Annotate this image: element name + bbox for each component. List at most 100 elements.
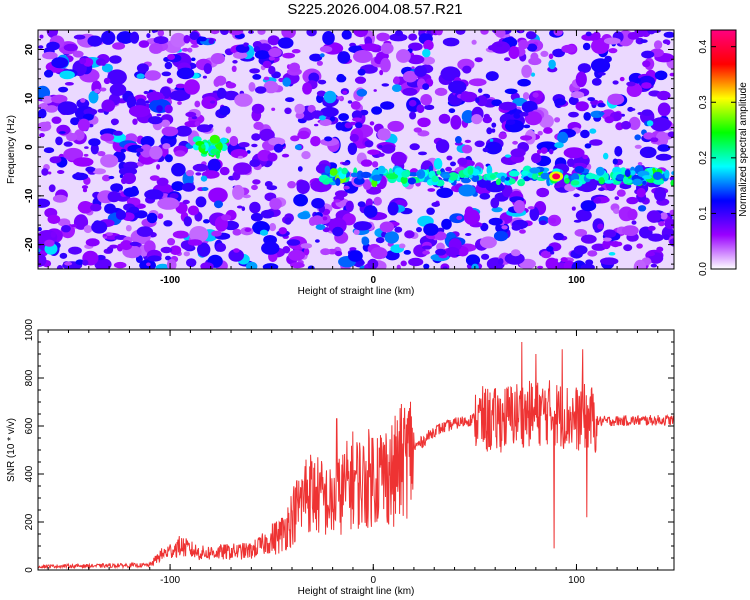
heatmap-cell	[183, 79, 200, 95]
heatmap-cell	[129, 241, 140, 247]
heatmap-cell	[42, 95, 53, 104]
heatmap-cell	[202, 75, 207, 79]
heatmap-cell	[442, 37, 460, 47]
heatmap-cell	[371, 106, 383, 115]
heatmap-cell	[263, 76, 270, 81]
heatmap-cell	[467, 166, 474, 176]
heatmap-cell	[146, 212, 158, 224]
heatmap-peak	[552, 173, 561, 180]
heatmap-cell	[63, 141, 73, 147]
heatmap-cell	[603, 172, 609, 181]
heatmap-cell	[209, 30, 220, 35]
heatmap-cell	[491, 207, 503, 213]
heatmap-cell	[626, 196, 639, 205]
heatmap-cell	[353, 30, 369, 38]
heatmap-cell	[132, 118, 138, 125]
heatmap-cell	[591, 78, 602, 86]
heatmap-cell	[38, 227, 42, 232]
heatmap-cell	[646, 210, 662, 223]
heatmap-cell	[155, 263, 170, 269]
heatmap-cell	[83, 108, 98, 116]
heatmap-cell	[75, 172, 81, 178]
heatmap-cell	[546, 246, 554, 252]
heatmap-cell	[61, 225, 71, 233]
heatmap-cell	[102, 233, 107, 237]
heatmap-cell	[394, 167, 404, 176]
heatmap-cell	[314, 123, 319, 127]
heatmap-cell	[149, 43, 163, 54]
heatmap-cell	[353, 229, 360, 235]
heatmap-cell	[214, 75, 227, 86]
heatmap-cell	[513, 112, 521, 119]
heatmap-cell	[418, 151, 427, 156]
heatmap-cell	[381, 144, 396, 154]
heatmap-cell	[634, 134, 641, 141]
heatmap-cell	[574, 229, 588, 237]
heatmap-cell	[641, 82, 652, 89]
heatmap-cell	[655, 153, 672, 161]
heatmap-cell	[552, 48, 565, 58]
heatmap-cell	[47, 171, 52, 175]
heatmap-cell	[548, 148, 554, 155]
heatmap-cell	[143, 90, 149, 95]
heatmap-cell	[164, 154, 173, 163]
heatmap-cell	[468, 78, 487, 87]
heatmap-cell	[119, 174, 124, 179]
heatmap-cell	[635, 37, 644, 45]
heatmap-cell	[112, 130, 123, 136]
heatmap-cell	[210, 100, 216, 104]
heatmap-cell	[387, 120, 405, 132]
heatmap-cell	[663, 31, 674, 38]
heatmap-cell	[602, 239, 611, 250]
heatmap-cell	[251, 143, 258, 148]
heatmap-cell	[570, 91, 585, 99]
heatmap-cell	[600, 257, 619, 266]
heatmap-cell	[316, 60, 323, 66]
heatmap-cell	[85, 166, 96, 173]
heatmap-cell	[198, 36, 207, 42]
heatmap-cell	[518, 30, 524, 33]
heatmap-cell	[464, 139, 472, 143]
heatmap-cell	[38, 121, 52, 132]
heatmap-cell	[149, 175, 160, 181]
y-tick-label: 0	[24, 144, 35, 150]
colorbar-tick-label: 0.4	[698, 39, 709, 53]
heatmap-cell	[445, 246, 460, 257]
heatmap-cell	[201, 187, 209, 191]
heatmap-cell	[414, 65, 427, 77]
heatmap-cell	[650, 263, 658, 268]
heatmap-cell	[162, 143, 171, 150]
heatmap-cell	[476, 95, 488, 107]
heatmap-cell	[377, 128, 391, 141]
heatmap-cell	[250, 212, 263, 222]
heatmap-cell	[403, 250, 411, 255]
heatmap-cell	[215, 242, 227, 252]
heatmap-cell	[642, 60, 651, 68]
heatmap-cell	[441, 173, 451, 179]
heatmap-cell	[387, 202, 399, 216]
heatmap-cell	[631, 220, 637, 225]
heatmap-cell	[527, 43, 538, 52]
heatmap-cell	[171, 181, 185, 192]
heatmap-cell	[324, 136, 333, 142]
heatmap-cell	[176, 67, 195, 80]
heatmap-cell	[335, 250, 343, 257]
heatmap-cell	[568, 111, 579, 118]
heatmap-cell	[88, 90, 99, 104]
heatmap-cell	[322, 31, 335, 45]
heatmap-cell	[356, 88, 368, 97]
heatmap-cell	[191, 57, 196, 62]
heatmap-cell	[417, 117, 431, 128]
heatmap-cell	[109, 83, 127, 96]
heatmap-cell	[329, 168, 338, 176]
heatmap-cell	[589, 139, 603, 146]
heatmap-cell	[656, 246, 664, 252]
heatmap-cell	[573, 219, 582, 223]
heatmap-cell	[315, 239, 320, 243]
heatmap-cell	[237, 155, 244, 159]
heatmap-cell	[107, 69, 127, 85]
heatmap-cell	[504, 57, 511, 62]
heatmap-cell	[214, 200, 223, 209]
